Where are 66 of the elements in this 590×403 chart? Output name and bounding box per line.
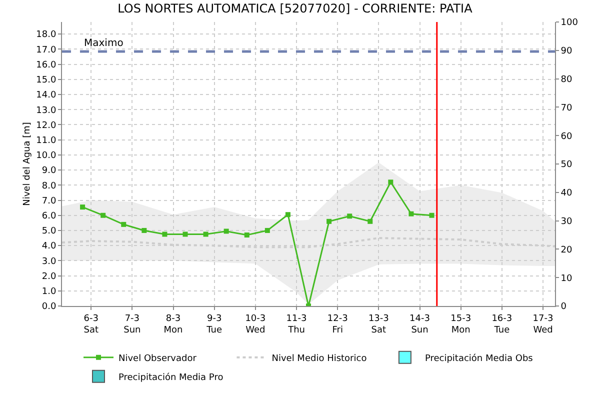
- y-tick-label: 15.0: [36, 76, 56, 86]
- y2-tick-label: 50: [560, 160, 573, 170]
- x-tick-label: 17-3 Wed: [532, 314, 554, 336]
- y-tick-label: 5.0: [42, 226, 56, 237]
- y-axis-title: Nivel del Agua [m]: [22, 122, 33, 206]
- x-tick-label: 14-3 Sun: [410, 314, 430, 336]
- y-tick-label: 10.0: [36, 151, 56, 162]
- y-tick-label: 13.0: [36, 106, 56, 116]
- y2-tick-label: 10: [560, 274, 573, 284]
- y-tick-label: 16.0: [36, 60, 56, 70]
- chart-title: LOS NORTES AUTOMATICA [52077020] - CORRIENTE: PATIA: [118, 1, 474, 16]
- y-tick-label: 18.0: [36, 30, 56, 40]
- y2-tick-label: 20: [560, 245, 573, 256]
- point: [326, 218, 332, 224]
- x-tick-label: 12-3 Fri: [327, 314, 348, 336]
- y-tick-label: 12.0: [36, 120, 56, 131]
- point: [368, 218, 373, 224]
- y-tick-label: 11.0: [36, 136, 56, 146]
- y-tick-label: 4.0: [42, 242, 56, 252]
- x-tick-label: 10-3 Wed: [245, 314, 266, 336]
- point: [429, 212, 434, 218]
- y2-tick-label: 80: [560, 74, 573, 85]
- x-tick-label: 13-3 Sat: [368, 314, 389, 336]
- point: [80, 204, 86, 210]
- y-tick-label: 3.0: [42, 256, 56, 267]
- y2-tick-label: 30: [560, 216, 573, 227]
- x-tick-label: 8-3 Mon: [164, 314, 183, 336]
- point: [203, 232, 208, 237]
- x-tick-label: 11-3 Thu: [286, 314, 307, 336]
- y-tick-label: 9.0: [42, 166, 56, 176]
- y-tick-label: 0.0: [42, 302, 56, 312]
- y2-tick-label: 0: [560, 302, 567, 312]
- y-tick-label: 6.0: [42, 212, 56, 222]
- x-tick-label: 16-3 Tue: [492, 314, 512, 336]
- y2-tick-label: 90: [560, 46, 573, 57]
- point: [100, 212, 106, 218]
- point: [264, 228, 270, 233]
- point: [244, 232, 250, 238]
- x-tick-label: 15-3 Mon: [450, 314, 472, 336]
- point: [162, 232, 168, 237]
- point: [224, 228, 229, 234]
- x-tick-label: 9-3 Tue: [206, 314, 222, 336]
- x-tick-label: 7-3 Sun: [124, 314, 141, 336]
- y-tick-label: 7.0: [42, 196, 56, 206]
- point: [121, 222, 126, 227]
- point: [388, 180, 394, 185]
- point: [408, 211, 414, 216]
- y-tick-label: 2.0: [42, 272, 56, 282]
- y-tick-label: 14.0: [36, 90, 56, 101]
- legend-label: Nivel Medio Historico: [272, 354, 368, 364]
- x-tick-label: 6-3 Sat: [84, 314, 99, 336]
- y-tick-label: 8.0: [42, 181, 56, 192]
- y2-tick-label: 100: [560, 18, 578, 28]
- y2-tick-label: 40: [560, 188, 573, 199]
- point: [347, 214, 352, 219]
- y-tick-label: 1.0: [42, 287, 56, 298]
- y2-tick-label: 70: [560, 103, 573, 114]
- legend-label: Nivel Observador: [118, 354, 197, 364]
- y2-tick-label: 60: [560, 132, 573, 142]
- ref-line-label: Maximo: [84, 38, 124, 49]
- legend-label: Precipitación Media Obs: [424, 352, 534, 364]
- point: [142, 228, 147, 233]
- y-tick-label: 17.0: [36, 45, 56, 56]
- point: [285, 212, 290, 218]
- point: [182, 232, 188, 237]
- legend-label: Precipitación Media Pro: [118, 372, 224, 383]
